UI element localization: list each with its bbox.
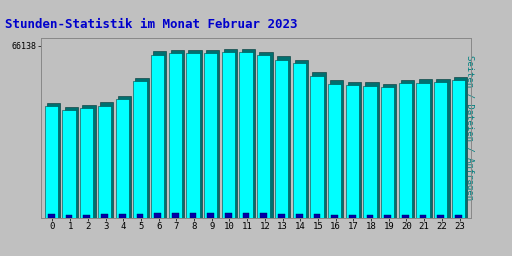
Bar (188, 50, 202, 218)
Bar (151, 55, 164, 218)
Bar (206, 49, 220, 218)
Bar (330, 80, 344, 218)
Bar (278, 214, 285, 218)
Bar (168, 53, 182, 218)
Bar (367, 215, 373, 218)
Bar (257, 55, 270, 218)
Bar (80, 108, 93, 218)
Bar (153, 51, 166, 218)
Bar (385, 215, 391, 218)
Bar (118, 96, 131, 218)
Bar (242, 49, 255, 218)
Bar (277, 56, 290, 218)
Bar (295, 60, 308, 218)
Bar (225, 213, 232, 218)
Bar (420, 215, 426, 218)
Bar (381, 87, 394, 218)
Bar (454, 77, 467, 218)
Y-axis label: Seiten / Dateien / Anfragen: Seiten / Dateien / Anfragen (465, 56, 474, 200)
Bar (312, 72, 326, 218)
Bar (66, 215, 72, 218)
Bar (437, 215, 444, 218)
Bar (313, 214, 320, 218)
Bar (383, 84, 396, 218)
Bar (83, 215, 90, 218)
Bar (310, 76, 324, 218)
Bar (296, 214, 303, 218)
Bar (452, 80, 465, 218)
Bar (402, 215, 409, 218)
Bar (224, 49, 237, 218)
Bar (419, 79, 432, 218)
Bar (100, 102, 113, 218)
Bar (62, 110, 76, 218)
Bar (399, 83, 412, 218)
Bar (348, 82, 361, 218)
Bar (328, 83, 341, 218)
Bar (137, 214, 143, 218)
Bar (45, 106, 58, 218)
Bar (292, 63, 306, 218)
Bar (349, 215, 356, 218)
Bar (243, 213, 249, 218)
Bar (434, 82, 447, 218)
Bar (154, 213, 161, 218)
Bar (261, 214, 267, 218)
Bar (172, 213, 179, 218)
Bar (259, 52, 272, 218)
Bar (416, 83, 430, 218)
Bar (331, 215, 338, 218)
Bar (189, 213, 196, 218)
Bar (98, 105, 111, 218)
Bar (171, 49, 184, 218)
Bar (119, 214, 125, 218)
Bar (455, 215, 462, 218)
Bar (135, 78, 148, 218)
Bar (222, 52, 235, 218)
Bar (186, 53, 200, 218)
Bar (240, 52, 253, 218)
Bar (204, 53, 217, 218)
Text: Stunden-Statistik im Monat Februar 2023: Stunden-Statistik im Monat Februar 2023 (5, 18, 297, 31)
Bar (48, 214, 55, 218)
Bar (207, 213, 214, 218)
Bar (101, 214, 108, 218)
Bar (275, 60, 288, 218)
Bar (346, 85, 359, 218)
Bar (401, 80, 414, 218)
Bar (133, 81, 146, 218)
Bar (116, 99, 129, 218)
Bar (65, 107, 78, 218)
Bar (47, 103, 60, 218)
Bar (436, 79, 450, 218)
Bar (82, 105, 96, 218)
Bar (366, 82, 379, 218)
Bar (364, 86, 377, 218)
